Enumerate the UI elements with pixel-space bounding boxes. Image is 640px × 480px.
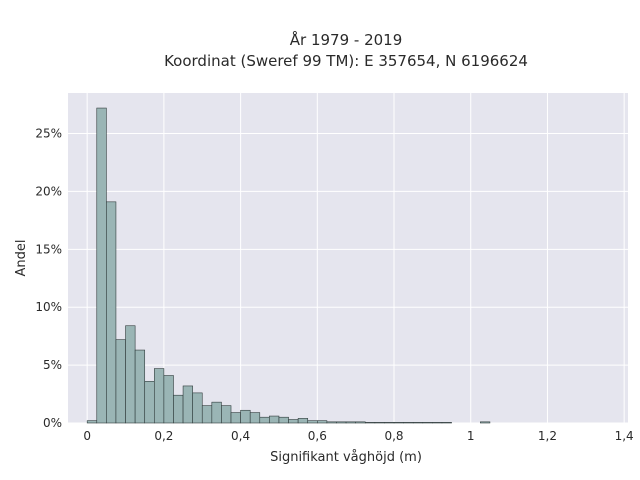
- histogram-bar-10: [182, 385, 193, 424]
- y-axis-title: Andel: [14, 240, 29, 277]
- histogram-bar-13: [211, 401, 222, 424]
- histogram-bar-21: [288, 419, 299, 424]
- histogram-bar-23: [307, 420, 318, 424]
- histogram-bar-32: [393, 422, 404, 424]
- histogram-bars: [86, 107, 491, 424]
- histogram-bar-38: [480, 421, 491, 424]
- histogram-bar-5: [134, 349, 146, 424]
- y-tick-label-0: 0%: [43, 416, 62, 430]
- x-tick-labels: 0 0,2 0,4 0,6 0,8 1 1,2 1,4: [83, 429, 633, 443]
- histogram-bar-1: [96, 107, 107, 424]
- x-tick-label-4: 0,8: [384, 429, 403, 443]
- x-tick-label-0: 0: [83, 429, 91, 443]
- histogram-bar-7: [154, 368, 165, 424]
- y-tick-label-4: 20%: [35, 184, 62, 198]
- histogram-bar-19: [269, 415, 280, 424]
- histogram-bar-36: [432, 422, 443, 424]
- histogram-bar-11: [192, 392, 203, 424]
- y-tick-label-3: 15%: [35, 242, 62, 256]
- x-tick-label-7: 1,4: [615, 429, 634, 443]
- x-tick-label-3: 0,6: [308, 429, 327, 443]
- histogram-bar-29: [364, 422, 376, 424]
- histogram-bar-27: [345, 421, 356, 424]
- histogram-bar-0: [86, 420, 98, 424]
- x-tick-label-6: 1,2: [538, 429, 557, 443]
- histogram-bar-24: [317, 420, 328, 424]
- histogram-bar-37: [441, 422, 452, 424]
- histogram-bar-15: [230, 412, 241, 424]
- y-tick-labels: 0% 5% 10% 15% 20% 25%: [35, 127, 62, 430]
- histogram-bar-8: [163, 375, 174, 424]
- y-tick-label-1: 5%: [43, 358, 62, 372]
- plot-area: [68, 93, 628, 423]
- histogram-bar-33: [403, 422, 414, 424]
- histogram-bar-4: [125, 325, 136, 424]
- histogram-bar-9: [173, 394, 184, 424]
- histogram-bar-18: [259, 416, 270, 424]
- histogram-bar-2: [106, 201, 117, 424]
- chart-subtitle: Koordinat (Sweref 99 TM): E 357654, N 61…: [164, 52, 528, 70]
- histogram-bar-22: [297, 418, 309, 424]
- grid-lines: [68, 93, 628, 424]
- chart-title: År 1979 - 2019: [290, 30, 403, 49]
- y-tick-label-5: 25%: [35, 127, 62, 141]
- histogram-bar-28: [355, 421, 366, 424]
- histogram-bar-31: [384, 422, 395, 424]
- histogram-bar-3: [115, 339, 126, 424]
- histogram-bar-30: [374, 422, 385, 424]
- histogram-bar-14: [221, 405, 232, 424]
- histogram-bar-34: [412, 422, 424, 424]
- histogram-bar-20: [278, 416, 289, 424]
- histogram-bar-6: [144, 381, 155, 424]
- histogram-bar-16: [240, 409, 251, 424]
- histogram-bar-25: [326, 421, 337, 424]
- histogram-bar-35: [422, 422, 433, 424]
- histogram-bar-12: [201, 405, 213, 424]
- y-tick-label-2: 10%: [35, 300, 62, 314]
- x-tick-label-2: 0,4: [231, 429, 250, 443]
- histogram-bar-26: [336, 421, 347, 424]
- histogram-bar-17: [249, 412, 261, 424]
- x-axis-title: Signifikant våghöjd (m): [270, 450, 422, 465]
- x-tick-label-1: 0,2: [154, 429, 173, 443]
- x-tick-label-5: 1: [467, 429, 475, 443]
